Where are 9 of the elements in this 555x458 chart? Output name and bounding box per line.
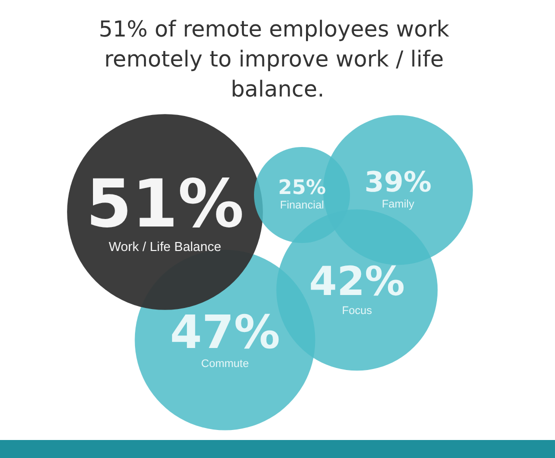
category-label: Family	[382, 198, 415, 211]
category-label: Focus	[342, 305, 372, 317]
data-label: 25%	[278, 175, 326, 199]
data-label: 47%	[170, 305, 280, 359]
data-label: 42%	[309, 259, 405, 305]
category-label: Financial	[280, 200, 324, 212]
data-label: 39%	[364, 166, 432, 198]
category-label: Commute	[201, 358, 249, 370]
text: 51% of remote employees work remotely to improve work / life balance.	[98, 18, 456, 102]
